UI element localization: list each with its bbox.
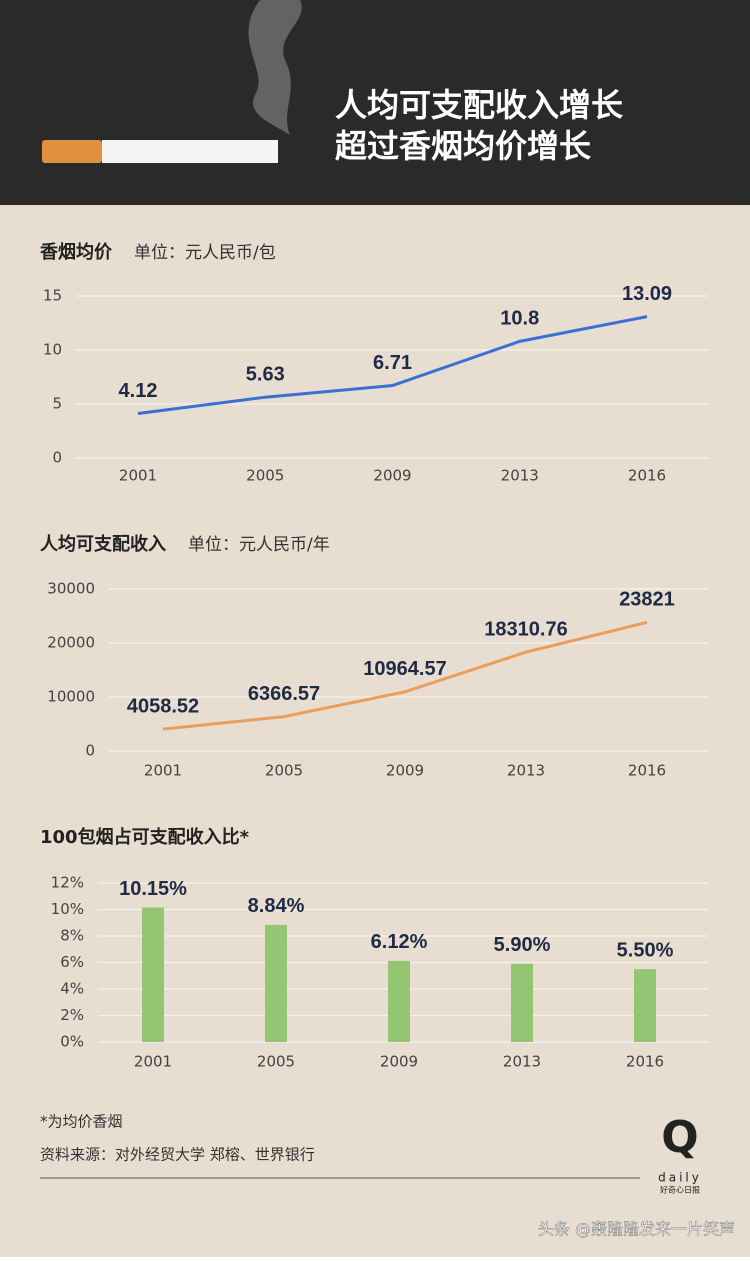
chart-subtitle: 单位：元人民币/包 [134,243,276,263]
y-tick-label: 10 [43,341,62,359]
source: 资料来源：对外经贸大学 郑榕、世界银行 [40,1146,315,1164]
x-tick-label: 2005 [246,467,284,485]
x-tick-label: 2013 [501,467,539,485]
value-label: 6.12% [371,931,428,953]
x-tick-label: 2016 [628,467,666,485]
header-band [0,0,750,205]
x-tick-label: 2001 [144,762,182,780]
value-label: 5.50% [617,939,674,961]
value-label: 8.84% [248,895,305,917]
value-label: 13.09 [622,283,672,305]
bar [388,960,410,1042]
logo-word: daily [658,1171,702,1185]
y-tick-label: 30000 [47,580,95,598]
header-title: 超过香烟均价增长 [335,127,591,165]
chart-title: 100包烟占可支配收入比* [40,826,250,848]
x-tick-label: 2013 [503,1053,541,1071]
x-tick-label: 2009 [373,467,411,485]
y-tick-label: 12% [51,874,84,892]
value-label: 23821 [619,589,675,611]
chart-subtitle: 单位：元人民币/年 [188,535,330,555]
x-tick-label: 2005 [265,762,303,780]
y-tick-label: 4% [60,980,84,998]
cigarette-filter [42,140,102,163]
y-tick-label: 5 [52,395,62,413]
x-tick-label: 2013 [507,762,545,780]
value-label: 18310.76 [484,618,567,640]
x-tick-label: 2001 [134,1053,172,1071]
value-label: 4058.52 [127,695,199,717]
value-label: 10964.57 [363,658,446,680]
header-title: 人均可支配收入增长 [335,86,623,124]
x-tick-label: 2001 [119,467,157,485]
value-label: 6366.57 [248,683,320,705]
line [137,315,648,415]
y-tick-label: 10000 [47,688,95,706]
y-tick-label: 8% [60,927,84,945]
y-tick-label: 15 [43,287,62,305]
smoke [248,0,302,135]
y-tick-label: 10% [51,900,84,918]
bar [634,969,656,1042]
value-label: 10.15% [119,878,187,900]
line [162,620,648,731]
y-tick-label: 6% [60,953,84,971]
bar [511,963,533,1042]
logo-name: 好奇心日报 [660,1185,700,1195]
x-tick-label: 2016 [628,762,666,780]
value-label: 10.8 [500,308,539,330]
value-label: 6.71 [373,352,412,374]
chart-title: 香烟均价 [39,241,113,263]
y-tick-label: 0% [60,1033,84,1051]
y-tick-label: 0 [52,449,62,467]
logo: Q [661,1112,698,1163]
y-tick-label: 20000 [47,634,95,652]
y-tick-label: 2% [60,1006,84,1024]
value-label: 5.90% [494,934,551,956]
chart-title: 人均可支配收入 [40,533,166,555]
cigarette-body [102,140,278,163]
x-tick-label: 2009 [386,762,424,780]
value-label: 5.63 [246,363,285,385]
x-tick-label: 2009 [380,1053,418,1071]
bar [265,924,287,1042]
x-tick-label: 2005 [257,1053,295,1071]
bar [142,907,164,1042]
watermark: 头条 @轰隆隆发来一片笑声 [538,1220,735,1239]
x-tick-label: 2016 [626,1053,664,1071]
value-label: 4.12 [119,380,158,402]
y-tick-label: 0 [85,742,95,760]
footnote: *为均价香烟 [40,1113,123,1131]
